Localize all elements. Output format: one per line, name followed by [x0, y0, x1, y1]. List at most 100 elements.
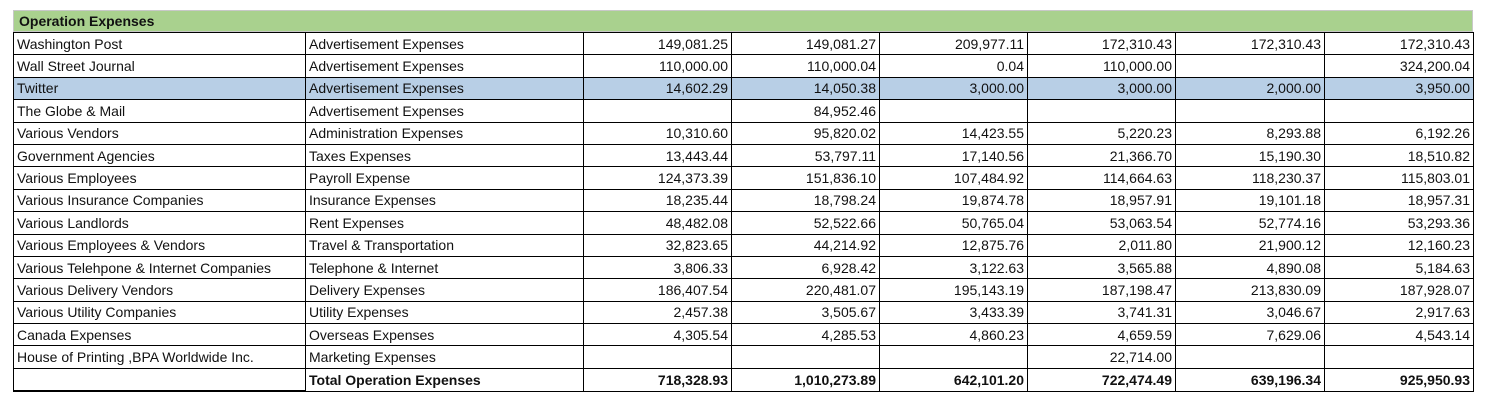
amount-cell[interactable]: 151,836.10	[731, 166, 880, 190]
total-amount-cell[interactable]: 1,010,273.89	[731, 367, 880, 392]
amount-cell[interactable]: 3,433.39	[879, 300, 1028, 325]
category-cell[interactable]: Marketing Expenses	[305, 345, 584, 369]
amount-cell[interactable]: 8,293.88	[1175, 121, 1325, 145]
category-cell[interactable]: Overseas Expenses	[305, 323, 584, 347]
amount-cell[interactable]: 14,423.55	[879, 121, 1028, 145]
category-cell[interactable]: Utility Expenses	[305, 300, 584, 325]
amount-cell[interactable]: 172,310.43	[1324, 31, 1474, 56]
amount-cell[interactable]: 2,000.00	[1175, 76, 1325, 101]
amount-cell[interactable]: 3,565.88	[1027, 255, 1176, 280]
amount-cell[interactable]: 114,664.63	[1027, 166, 1176, 190]
payee-cell[interactable]: Various Telehpone & Internet Companies	[13, 255, 306, 280]
amount-cell[interactable]	[731, 345, 880, 369]
payee-cell[interactable]: Various Utility Companies	[13, 300, 306, 325]
amount-cell[interactable]: 18,798.24	[731, 188, 880, 213]
amount-cell[interactable]	[583, 345, 732, 369]
amount-cell[interactable]: 4,890.08	[1175, 255, 1325, 280]
amount-cell[interactable]: 15,190.30	[1175, 143, 1325, 168]
amount-cell[interactable]: 18,957.31	[1324, 188, 1474, 213]
amount-cell[interactable]: 12,160.23	[1324, 233, 1474, 257]
amount-cell[interactable]: 172,310.43	[1027, 31, 1176, 56]
amount-cell[interactable]: 22,714.00	[1027, 345, 1176, 369]
amount-cell[interactable]: 53,797.11	[731, 143, 880, 168]
amount-cell[interactable]	[1175, 54, 1325, 78]
amount-cell[interactable]: 18,235.44	[583, 188, 732, 213]
amount-cell[interactable]: 115,803.01	[1324, 166, 1474, 190]
amount-cell[interactable]: 10,310.60	[583, 121, 732, 145]
amount-cell[interactable]	[1175, 345, 1325, 369]
amount-cell[interactable]: 3,505.67	[731, 300, 880, 325]
amount-cell[interactable]: 4,860.23	[879, 323, 1028, 347]
amount-cell[interactable]: 19,874.78	[879, 188, 1028, 213]
amount-cell[interactable]: 4,659.59	[1027, 323, 1176, 347]
amount-cell[interactable]: 95,820.02	[731, 121, 880, 145]
amount-cell[interactable]: 4,285.53	[731, 323, 880, 347]
amount-cell[interactable]: 14,050.38	[731, 76, 880, 101]
amount-cell[interactable]: 44,214.92	[731, 233, 880, 257]
amount-cell[interactable]: 149,081.27	[731, 31, 880, 56]
total-amount-cell[interactable]: 639,196.34	[1175, 367, 1325, 392]
amount-cell[interactable]: 3,806.33	[583, 255, 732, 280]
amount-cell[interactable]: 3,741.31	[1027, 300, 1176, 325]
total-label[interactable]: Total Operation Expenses	[305, 367, 584, 392]
payee-cell[interactable]: Government Agencies	[13, 143, 306, 168]
amount-cell[interactable]: 186,407.54	[583, 278, 732, 302]
amount-cell[interactable]: 17,140.56	[879, 143, 1028, 168]
amount-cell[interactable]: 84,952.46	[731, 99, 880, 123]
amount-cell[interactable]	[583, 99, 732, 123]
amount-cell[interactable]: 14,602.29	[583, 76, 732, 101]
amount-cell[interactable]	[1027, 99, 1176, 123]
category-cell[interactable]: Delivery Expenses	[305, 278, 584, 302]
amount-cell[interactable]: 213,830.09	[1175, 278, 1325, 302]
amount-cell[interactable]	[1175, 99, 1325, 123]
category-cell[interactable]: Payroll Expense	[305, 166, 584, 190]
amount-cell[interactable]: 32,823.65	[583, 233, 732, 257]
category-cell[interactable]: Advertisement Expenses	[305, 99, 584, 123]
amount-cell[interactable]: 48,482.08	[583, 211, 732, 235]
amount-cell[interactable]	[879, 345, 1028, 369]
amount-cell[interactable]: 7,629.06	[1175, 323, 1325, 347]
category-cell[interactable]: Advertisement Expenses	[305, 54, 584, 78]
amount-cell[interactable]: 110,000.00	[583, 54, 732, 78]
amount-cell[interactable]: 187,198.47	[1027, 278, 1176, 302]
amount-cell[interactable]: 3,046.67	[1175, 300, 1325, 325]
amount-cell[interactable]: 50,765.04	[879, 211, 1028, 235]
category-cell[interactable]: Telephone & Internet	[305, 255, 584, 280]
category-cell[interactable]: Taxes Expenses	[305, 143, 584, 168]
amount-cell[interactable]	[1324, 345, 1474, 369]
payee-cell[interactable]: Various Delivery Vendors	[13, 278, 306, 302]
payee-cell[interactable]: Various Insurance Companies	[13, 188, 306, 213]
amount-cell[interactable]: 3,122.63	[879, 255, 1028, 280]
total-amount-cell[interactable]: 642,101.20	[879, 367, 1028, 392]
amount-cell[interactable]: 52,522.66	[731, 211, 880, 235]
amount-cell[interactable]: 3,000.00	[1027, 76, 1176, 101]
category-cell[interactable]: Travel & Transportation	[305, 233, 584, 257]
amount-cell[interactable]: 0.04	[879, 54, 1028, 78]
amount-cell[interactable]: 12,875.76	[879, 233, 1028, 257]
amount-cell[interactable]: 110,000.00	[1027, 54, 1176, 78]
amount-cell[interactable]: 324,200.04	[1324, 54, 1474, 78]
payee-cell[interactable]: Various Landlords	[13, 211, 306, 235]
amount-cell[interactable]: 149,081.25	[583, 31, 732, 56]
amount-cell[interactable]: 220,481.07	[731, 278, 880, 302]
amount-cell[interactable]: 53,063.54	[1027, 211, 1176, 235]
amount-cell[interactable]: 2,011.80	[1027, 233, 1176, 257]
category-cell[interactable]: Rent Expenses	[305, 211, 584, 235]
amount-cell[interactable]: 118,230.37	[1175, 166, 1325, 190]
amount-cell[interactable]: 21,900.12	[1175, 233, 1325, 257]
payee-cell[interactable]: The Globe & Mail	[13, 99, 306, 123]
total-amount-cell[interactable]: 722,474.49	[1027, 367, 1176, 392]
section-title[interactable]: Operation Expenses	[13, 10, 1473, 32]
amount-cell[interactable]: 19,101.18	[1175, 188, 1325, 213]
payee-cell[interactable]: Various Employees & Vendors	[13, 233, 306, 257]
category-cell[interactable]: Administration Expenses	[305, 121, 584, 145]
amount-cell[interactable]: 18,957.91	[1027, 188, 1176, 213]
amount-cell[interactable]: 4,543.14	[1324, 323, 1474, 347]
amount-cell[interactable]: 52,774.16	[1175, 211, 1325, 235]
amount-cell[interactable]	[879, 99, 1028, 123]
amount-cell[interactable]: 53,293.36	[1324, 211, 1474, 235]
payee-cell[interactable]: Canada Expenses	[13, 323, 306, 347]
total-amount-cell[interactable]: 925,950.93	[1324, 367, 1474, 392]
amount-cell[interactable]: 110,000.04	[731, 54, 880, 78]
amount-cell[interactable]: 2,457.38	[583, 300, 732, 325]
